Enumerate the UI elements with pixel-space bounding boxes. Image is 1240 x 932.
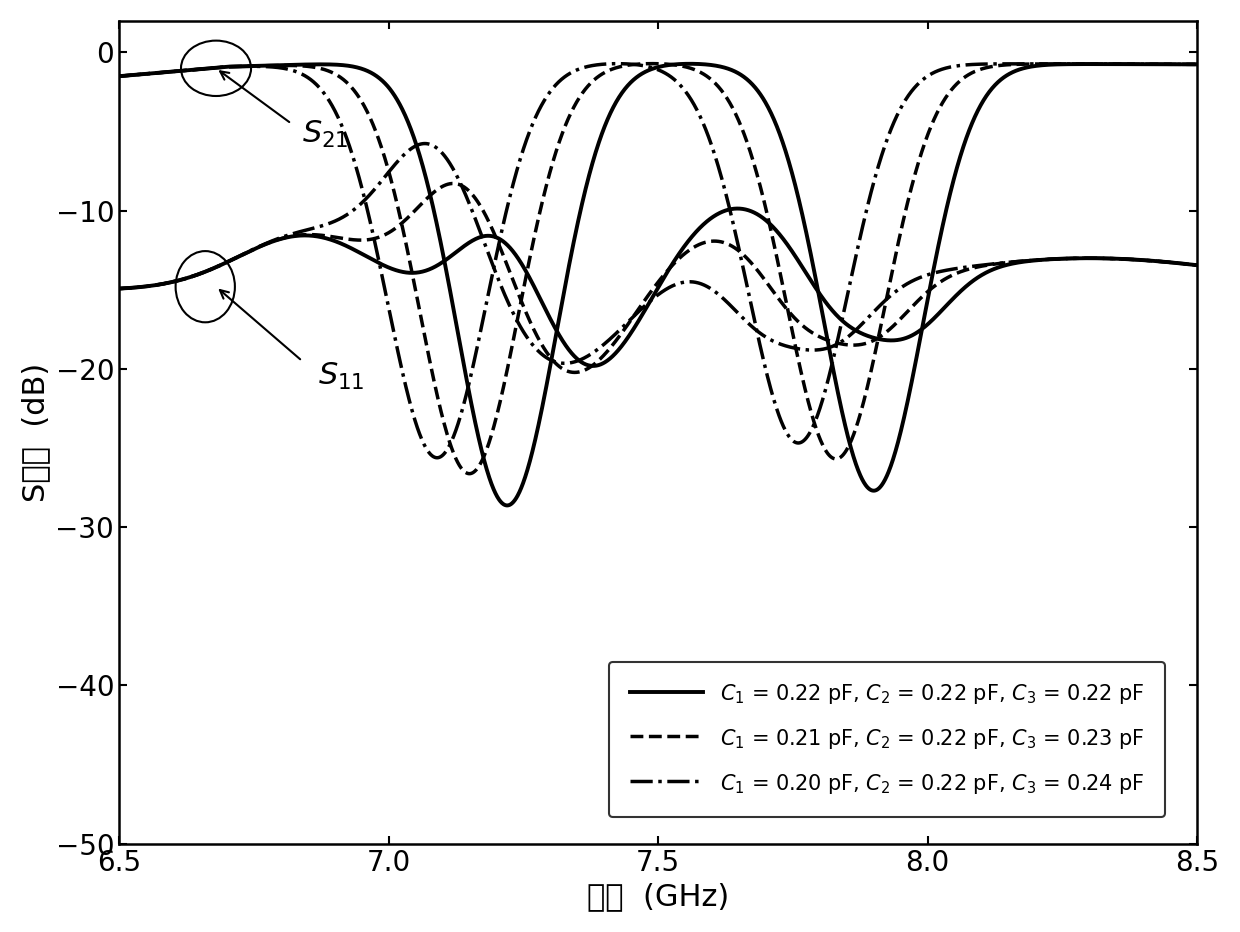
$C_1$ = 0.20 pF, $C_2$ = 0.22 pF, $C_3$ = 0.24 pF <box>572 63 587 75</box>
$C_1$ = 0.22 pF, $C_2$ = 0.22 pF, $C_3$ = 0.22 pF <box>526 445 541 456</box>
$C_1$ = 0.20 pF, $C_2$ = 0.22 pF, $C_3$ = 0.24 pF <box>112 71 126 82</box>
$C_1$ = 0.21 pF, $C_2$ = 0.22 pF, $C_3$ = 0.23 pF <box>1169 59 1184 70</box>
Text: $S_{11}$: $S_{11}$ <box>319 362 365 392</box>
$C_1$ = 0.21 pF, $C_2$ = 0.22 pF, $C_3$ = 0.23 pF <box>572 91 587 103</box>
Line: $C_1$ = 0.20 pF, $C_2$ = 0.22 pF, $C_3$ = 0.24 pF: $C_1$ = 0.20 pF, $C_2$ = 0.22 pF, $C_3$ … <box>119 63 1197 458</box>
$C_1$ = 0.22 pF, $C_2$ = 0.22 pF, $C_3$ = 0.22 pF <box>1189 59 1204 70</box>
$C_1$ = 0.22 pF, $C_2$ = 0.22 pF, $C_3$ = 0.22 pF <box>1169 59 1184 70</box>
$C_1$ = 0.22 pF, $C_2$ = 0.22 pF, $C_3$ = 0.22 pF <box>234 61 249 72</box>
$C_1$ = 0.21 pF, $C_2$ = 0.22 pF, $C_3$ = 0.23 pF <box>526 239 541 250</box>
$C_1$ = 0.21 pF, $C_2$ = 0.22 pF, $C_3$ = 0.23 pF <box>463 468 477 479</box>
$C_1$ = 0.20 pF, $C_2$ = 0.22 pF, $C_3$ = 0.24 pF <box>234 61 249 72</box>
Y-axis label: S参数  (dB): S参数 (dB) <box>21 363 50 502</box>
$C_1$ = 0.22 pF, $C_2$ = 0.22 pF, $C_3$ = 0.22 pF <box>683 58 698 69</box>
$C_1$ = 0.21 pF, $C_2$ = 0.22 pF, $C_3$ = 0.23 pF <box>645 58 660 69</box>
Line: $C_1$ = 0.21 pF, $C_2$ = 0.22 pF, $C_3$ = 0.23 pF: $C_1$ = 0.21 pF, $C_2$ = 0.22 pF, $C_3$ … <box>119 63 1197 473</box>
$C_1$ = 0.20 pF, $C_2$ = 0.22 pF, $C_3$ = 0.24 pF <box>1169 59 1184 70</box>
$C_1$ = 0.20 pF, $C_2$ = 0.22 pF, $C_3$ = 0.24 pF <box>299 71 314 82</box>
X-axis label: 频率  (GHz): 频率 (GHz) <box>587 883 729 911</box>
$C_1$ = 0.20 pF, $C_2$ = 0.22 pF, $C_3$ = 0.24 pF <box>610 58 625 69</box>
Text: $S_{21}$: $S_{21}$ <box>303 119 348 150</box>
$C_1$ = 0.20 pF, $C_2$ = 0.22 pF, $C_3$ = 0.24 pF <box>1189 59 1204 70</box>
$C_1$ = 0.22 pF, $C_2$ = 0.22 pF, $C_3$ = 0.22 pF <box>299 59 314 70</box>
$C_1$ = 0.21 pF, $C_2$ = 0.22 pF, $C_3$ = 0.23 pF <box>1053 59 1068 70</box>
$C_1$ = 0.22 pF, $C_2$ = 0.22 pF, $C_3$ = 0.22 pF <box>1053 59 1068 70</box>
$C_1$ = 0.21 pF, $C_2$ = 0.22 pF, $C_3$ = 0.23 pF <box>112 71 126 82</box>
$C_1$ = 0.22 pF, $C_2$ = 0.22 pF, $C_3$ = 0.22 pF <box>572 210 587 221</box>
$C_1$ = 0.20 pF, $C_2$ = 0.22 pF, $C_3$ = 0.24 pF <box>430 452 445 463</box>
$C_1$ = 0.22 pF, $C_2$ = 0.22 pF, $C_3$ = 0.22 pF <box>500 500 515 511</box>
Line: $C_1$ = 0.22 pF, $C_2$ = 0.22 pF, $C_3$ = 0.22 pF: $C_1$ = 0.22 pF, $C_2$ = 0.22 pF, $C_3$ … <box>119 63 1197 505</box>
$C_1$ = 0.20 pF, $C_2$ = 0.22 pF, $C_3$ = 0.24 pF <box>526 118 541 130</box>
$C_1$ = 0.21 pF, $C_2$ = 0.22 pF, $C_3$ = 0.23 pF <box>234 61 249 72</box>
$C_1$ = 0.21 pF, $C_2$ = 0.22 pF, $C_3$ = 0.23 pF <box>299 61 314 72</box>
Legend: $C_1$ = 0.22 pF, $C_2$ = 0.22 pF, $C_3$ = 0.22 pF, $C_1$ = 0.21 pF, $C_2$ = 0.22: $C_1$ = 0.22 pF, $C_2$ = 0.22 pF, $C_3$ … <box>609 662 1166 816</box>
$C_1$ = 0.20 pF, $C_2$ = 0.22 pF, $C_3$ = 0.24 pF <box>1053 59 1068 70</box>
$C_1$ = 0.21 pF, $C_2$ = 0.22 pF, $C_3$ = 0.23 pF <box>1189 59 1204 70</box>
$C_1$ = 0.22 pF, $C_2$ = 0.22 pF, $C_3$ = 0.22 pF <box>112 71 126 82</box>
